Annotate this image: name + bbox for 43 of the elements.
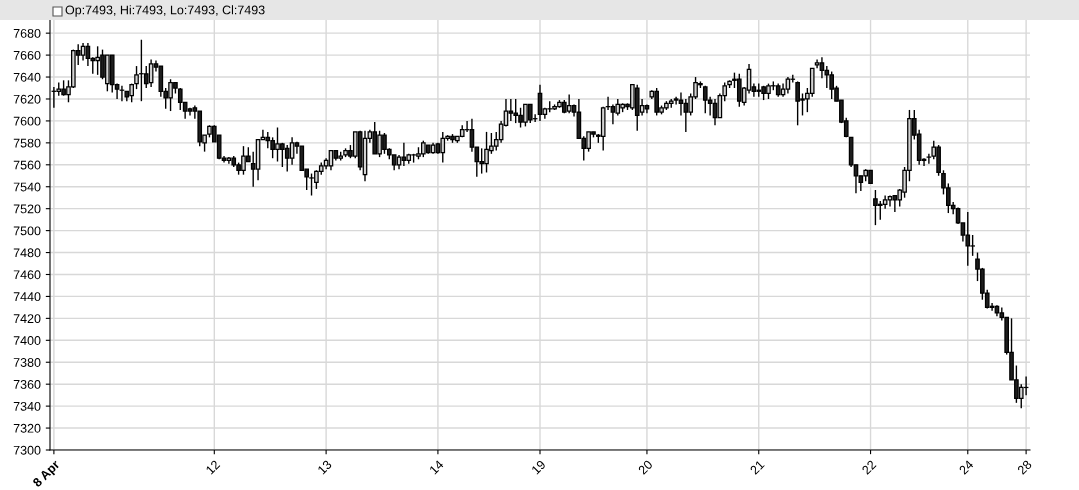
x-tick-label: 13 <box>317 459 333 475</box>
candlestick <box>119 85 125 102</box>
y-tick-label: 7460 <box>13 270 41 280</box>
x-tick-label: 20 <box>637 459 654 475</box>
x-tick-label: 28 <box>1016 459 1033 475</box>
x-tick-label: 14 <box>429 459 445 475</box>
x-tick-label: 21 <box>749 459 765 475</box>
y-tick-label: 7360 <box>13 379 41 389</box>
y-tick-label: 7680 <box>13 28 41 38</box>
candlestick <box>401 142 407 167</box>
candlestick <box>610 103 616 125</box>
x-tick-label: 24 <box>958 459 974 475</box>
candlestick <box>1023 375 1029 396</box>
candlestick <box>372 121 378 155</box>
candlestick <box>702 85 708 114</box>
y-tick-label: 7500 <box>13 226 41 236</box>
y-tick-label: 7340 <box>13 401 41 411</box>
y-tick-label: 7520 <box>13 204 41 214</box>
text: Op:7493, Hi:7493, Lo:7493, Cl:7493 <box>65 5 265 17</box>
y-tick-label: 7660 <box>13 50 41 60</box>
y-tick-label: 7420 <box>13 314 41 324</box>
candlestick <box>819 56 825 79</box>
x-tick-label: 19 <box>531 459 547 475</box>
candlestick <box>508 98 514 122</box>
x-tick-label: 8 Apr <box>32 459 62 490</box>
y-tick-label: 7620 <box>13 94 41 104</box>
y-tick-label: 7580 <box>13 138 41 148</box>
y-tick-label: 7380 <box>13 358 41 367</box>
y-tick-label: 7320 <box>13 423 41 433</box>
y-tick-label: 7480 <box>13 248 41 258</box>
candlestick <box>965 211 971 267</box>
y-tick-label: 7540 <box>13 182 41 192</box>
candlestick <box>284 144 290 173</box>
y-tick-label: 7400 <box>13 336 41 345</box>
y-tick-label: 7600 <box>13 116 41 126</box>
y-tick-label: 7640 <box>13 72 41 82</box>
x-tick-label: 12 <box>205 459 221 475</box>
y-tick-label: 7440 <box>13 292 41 302</box>
y-tick-label: 7300 <box>13 445 41 455</box>
candlestick <box>678 91 684 117</box>
candlestick <box>527 103 533 124</box>
y-tick-label: 7560 <box>13 160 41 170</box>
x-tick-label: 22 <box>861 459 877 475</box>
